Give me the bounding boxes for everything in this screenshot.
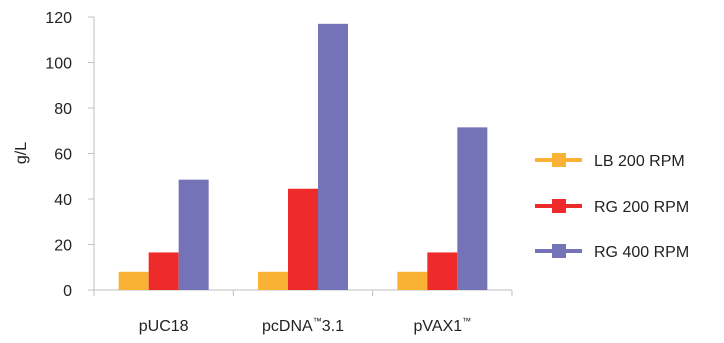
bars — [118, 23, 488, 291]
category-text: pcDNA — [262, 318, 313, 335]
y-tick-label: 20 — [54, 238, 72, 255]
bar-lb-200-rpm-1 — [118, 271, 149, 290]
category-suffix: 3.1 — [322, 318, 344, 335]
x-category-label: pVAX1™ — [414, 316, 472, 335]
y-tick-label: 120 — [45, 10, 72, 27]
legend-item: RG 400 RPM — [535, 244, 689, 261]
bar-lb-200-rpm-2 — [258, 271, 288, 290]
legend-item: LB 200 RPM — [535, 153, 685, 170]
y-tick-label: 60 — [54, 147, 72, 164]
x-category-label: pUC18 — [139, 318, 189, 335]
bar-rg-400-rpm-3 — [457, 127, 488, 291]
legend-label: RG 200 RPM — [594, 199, 689, 216]
y-axis-title: g/L — [13, 142, 30, 164]
x-category-label: pcDNA™3.1 — [262, 316, 344, 335]
y-tick-label: 80 — [54, 101, 72, 118]
y-tick-label: 100 — [45, 56, 72, 73]
legend-item: RG 200 RPM — [535, 199, 689, 216]
category-trademark: ™ — [462, 316, 471, 326]
bar-rg-200-rpm-1 — [148, 252, 179, 290]
category-text: pVAX1 — [414, 318, 463, 335]
legend-label: LB 200 RPM — [594, 153, 685, 170]
x-axis: pUC18 pcDNA™3.1 pVAX1™ — [93, 289, 513, 335]
legend-swatch — [552, 153, 566, 167]
y-axis: 0 20 40 60 80 100 120 — [45, 10, 95, 300]
legend-swatch — [552, 244, 566, 258]
bar-rg-200-rpm-3 — [427, 252, 458, 290]
bar-lb-200-rpm-3 — [397, 271, 428, 290]
y-tick-label: 0 — [63, 283, 72, 300]
category-trademark: ™ — [313, 316, 322, 326]
bar-rg-200-rpm-2 — [288, 188, 318, 290]
y-tick-label: 40 — [54, 192, 72, 209]
bar-rg-400-rpm-2 — [318, 23, 348, 290]
legend-label: RG 400 RPM — [594, 244, 689, 261]
legend-swatch — [552, 199, 566, 213]
category-text: pUC18 — [139, 318, 189, 335]
legend: LB 200 RPM RG 200 RPM RG 400 RPM — [535, 153, 689, 261]
bar-rg-400-rpm-1 — [178, 179, 209, 290]
